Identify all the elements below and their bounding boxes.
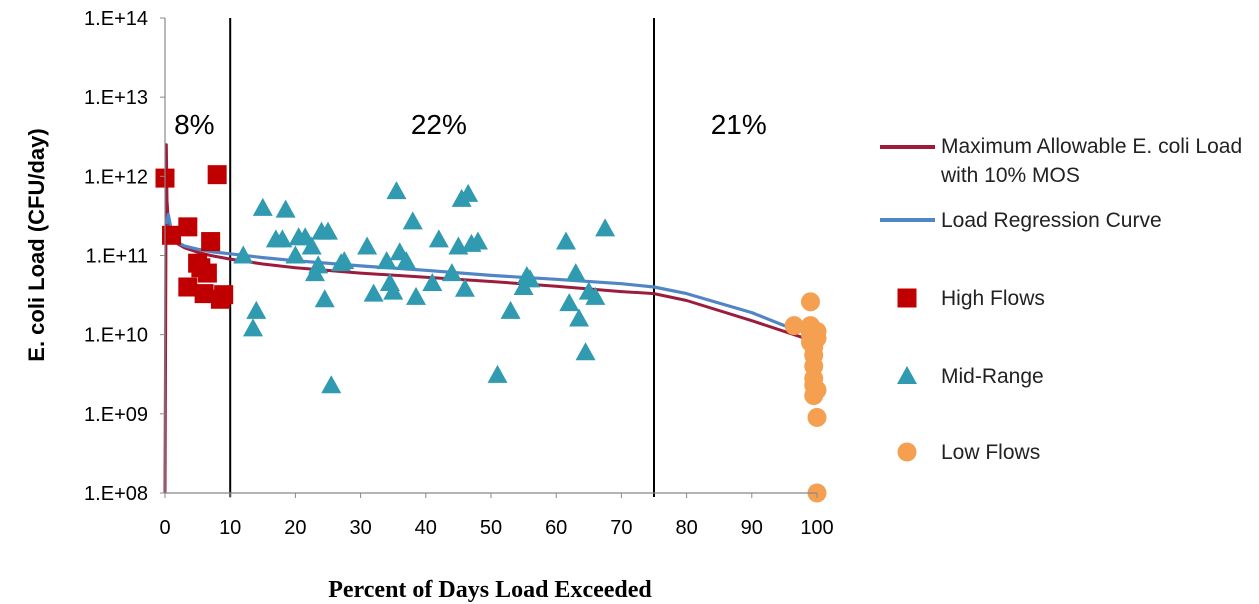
low-flows-point xyxy=(800,292,820,312)
y-tick-label: 1.E+08 xyxy=(84,483,148,505)
low-flows-point xyxy=(807,407,827,427)
x-tick-label: 20 xyxy=(284,517,306,539)
mid-range-point xyxy=(467,231,488,250)
mid-range-point xyxy=(383,281,404,300)
legend-swatch-mid-range xyxy=(897,366,917,384)
low-flows-point xyxy=(807,328,827,348)
y-axis-label: E. coli Load (CFU/day) xyxy=(24,128,49,361)
mid-range-point xyxy=(334,251,355,270)
mid-range-point xyxy=(246,300,267,319)
low-flows-point xyxy=(807,380,827,400)
mid-range-point xyxy=(314,289,335,308)
x-tick-label: 30 xyxy=(349,517,371,539)
high-flows-point xyxy=(194,284,214,304)
mid-range-point xyxy=(318,221,338,240)
x-tick-label: 90 xyxy=(741,517,763,539)
y-axis-ticks: 1.E+08 1.E+09 1.E+10 1.E+11 1.E+12 1.E+13 1.E+… xyxy=(84,8,165,505)
maximum-allowable-e-coli-load-with-10-mos-line xyxy=(163,143,818,494)
mid-range-point xyxy=(585,286,606,305)
series-lines xyxy=(163,143,818,494)
legend-label-high-flows: High Flows xyxy=(941,287,1045,310)
high-flows-point xyxy=(201,232,221,252)
y-tick-label: 1.E+10 xyxy=(84,325,148,347)
y-tick-label: 1.E+09 xyxy=(84,404,148,426)
mid-range-point xyxy=(272,229,293,248)
mid-range-point xyxy=(285,245,306,264)
mid-range-point xyxy=(301,236,322,255)
high-flows-point xyxy=(162,225,182,245)
x-tick-label: 100 xyxy=(800,517,833,539)
mid-range-point xyxy=(243,318,264,337)
zone-dividers xyxy=(229,18,655,497)
mid-range-point xyxy=(308,255,329,274)
x-tick-label: 50 xyxy=(480,517,502,539)
x-tick-label: 70 xyxy=(610,517,632,539)
mid-range-point xyxy=(555,231,576,250)
legend-label-mid-range: Mid-Range xyxy=(941,365,1044,388)
y-tick-label: 1.E+13 xyxy=(84,87,148,109)
y-tick-label: 1.E+14 xyxy=(84,8,148,30)
legend: Maximum Allowable E. coli Load with 10% M… xyxy=(880,135,1242,464)
legend-label-maximum-allowable-e-coli-load-with-10-mos: Maximum Allowable E. coli Load with 10% M… xyxy=(940,135,1242,187)
mid-range-point xyxy=(252,197,273,216)
zone-label-1: 8% xyxy=(174,109,214,140)
mid-range-point xyxy=(386,181,407,200)
legend-swatch-low-flows xyxy=(897,442,917,462)
low-flows-point xyxy=(784,316,804,336)
data-points xyxy=(155,165,827,503)
mid-range-point xyxy=(520,269,541,288)
mid-range-point xyxy=(575,342,596,361)
mid-range-point xyxy=(363,283,384,302)
y-tick-label: 1.E+11 xyxy=(86,246,148,268)
x-tick-label: 80 xyxy=(675,517,697,539)
mid-range-point xyxy=(422,272,443,291)
mid-range-point xyxy=(376,251,397,270)
mid-range-point xyxy=(487,364,508,383)
mid-range-point xyxy=(402,211,423,230)
mid-range-point xyxy=(428,229,449,248)
x-tick-label: 10 xyxy=(219,517,241,539)
mid-range-point xyxy=(233,245,254,264)
high-flows-point xyxy=(197,263,217,283)
mid-range-point xyxy=(406,286,427,305)
x-tick-label: 40 xyxy=(415,517,437,539)
mid-range-point xyxy=(559,293,580,312)
mid-range-point xyxy=(595,218,616,237)
zone-label-3: 21% xyxy=(711,109,767,140)
high-flows-point xyxy=(178,277,198,297)
mid-range-point xyxy=(321,375,342,394)
x-tick-label: 60 xyxy=(545,517,567,539)
mid-range-point xyxy=(565,263,586,282)
x-axis-ticks: 0 10 20 30 40 50 60 70 80 90 100 xyxy=(159,493,834,539)
legend-label-low-flows: Low Flows xyxy=(941,441,1040,464)
x-tick-label: 0 xyxy=(159,517,170,539)
legend-swatch-high-flows xyxy=(897,288,917,308)
mid-range-point xyxy=(275,199,296,218)
mid-range-point xyxy=(396,251,417,270)
mid-range-point xyxy=(458,183,479,202)
mid-range-point xyxy=(357,236,378,255)
zone-label-2: 22% xyxy=(411,109,467,140)
y-tick-label: 1.E+12 xyxy=(84,166,148,188)
high-flows-point xyxy=(214,285,234,305)
mid-range-point xyxy=(500,300,521,319)
high-flows-point xyxy=(178,217,198,237)
mid-range-point xyxy=(441,263,462,282)
x-axis-label: Percent of Days Load Exceeded xyxy=(328,577,652,603)
zone-labels: 8% 22% 21% xyxy=(174,109,767,140)
mid-range-point xyxy=(569,308,590,327)
legend-label-load-regression-curve: Load Regression Curve xyxy=(941,209,1162,232)
plot-axes xyxy=(164,18,817,494)
mid-range-point xyxy=(454,278,475,297)
high-flows-point xyxy=(207,165,227,185)
